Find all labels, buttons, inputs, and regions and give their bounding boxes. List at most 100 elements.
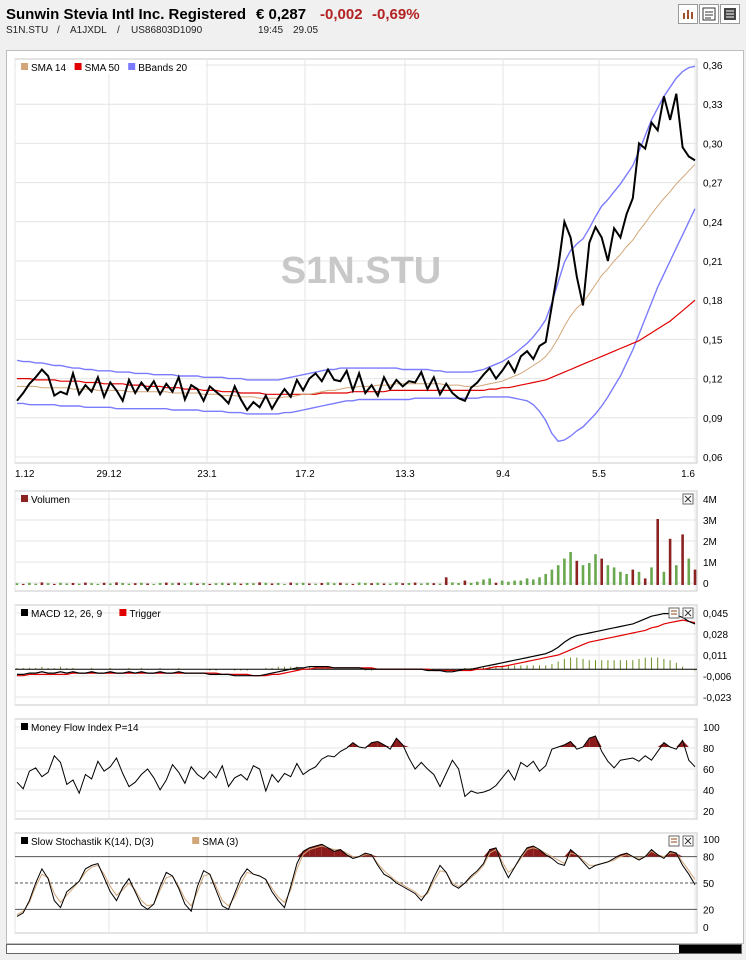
volume-bar [444, 577, 448, 585]
volume-bar [637, 571, 641, 585]
volume-bar [127, 583, 131, 585]
close-icon [684, 609, 692, 617]
stoch-k-line [16, 843, 696, 917]
volume-bar [351, 583, 355, 585]
settings-icon [668, 835, 680, 847]
volume-bar [420, 583, 423, 585]
y-tick-label: 0,045 [703, 609, 728, 620]
volume-bar [133, 583, 137, 585]
y-tick-label: 0,06 [703, 453, 723, 464]
volume-bar [581, 565, 585, 585]
overbought-fill [402, 744, 409, 747]
scrollbar-thumb[interactable] [679, 945, 741, 953]
volume-bar [668, 538, 672, 585]
time-scrollbar[interactable] [6, 944, 742, 954]
y-tick-label: 60 [703, 765, 715, 776]
news-icon[interactable] [699, 4, 719, 24]
y-tick-label: 20 [703, 807, 715, 818]
volume-bar [588, 563, 591, 585]
volume-bar [289, 582, 292, 585]
volume-bar [482, 579, 485, 585]
quote-date: 29.05 [293, 25, 319, 36]
macd-line [17, 613, 696, 677]
volume-bar [600, 558, 603, 585]
volume-bar [457, 583, 460, 585]
settings-icon [668, 607, 680, 619]
separator: / [57, 25, 60, 36]
x-tick-label: 1.12 [15, 469, 35, 480]
volume-bar [202, 583, 205, 585]
volume-bar [563, 558, 566, 585]
volume-bar [538, 577, 541, 585]
x-tick-label: 1.6 [681, 469, 695, 480]
volume-bar [115, 582, 118, 585]
volume-bar [550, 569, 554, 585]
y-tick-label: 1M [703, 558, 717, 569]
volume-bar [40, 582, 44, 585]
volume-bar [90, 583, 93, 585]
y-tick-label: 0,24 [703, 218, 723, 229]
y-tick-label: 100 [703, 723, 720, 734]
x-tick-label: 29.12 [96, 469, 121, 480]
volume-bar [357, 582, 361, 585]
volume-bar [494, 582, 498, 585]
volume-bar [432, 583, 436, 585]
legend-label: BBands 20 [138, 63, 187, 74]
legend-swatch [21, 495, 28, 502]
bar-chart-icon[interactable] [678, 4, 698, 24]
volume-bar [140, 582, 143, 585]
last-price: € 0,287 [256, 6, 307, 23]
volume-bar [656, 519, 659, 585]
panel-title: Volumen [31, 495, 70, 506]
legend-swatch [21, 609, 28, 616]
volume-bar [451, 582, 454, 585]
y-tick-label: 0,12 [703, 375, 723, 386]
volume-bar [28, 582, 31, 585]
close-icon [684, 495, 692, 503]
y-tick-label: 0 [703, 923, 709, 934]
legend-label: SMA 50 [85, 63, 120, 74]
legend-swatch [21, 723, 28, 730]
volume-bar [245, 583, 249, 585]
volume-bar [109, 583, 112, 585]
volume-bar [326, 582, 330, 585]
volume-bar [463, 580, 467, 585]
volume-bar [308, 583, 311, 585]
volume-bar [283, 583, 286, 585]
legend-swatch [74, 63, 82, 70]
y-tick-label: 4M [703, 495, 717, 506]
settings-icon[interactable] [720, 4, 740, 24]
overbought-fill [589, 736, 596, 747]
volume-bar [320, 583, 324, 585]
bbands-upper-line [16, 65, 696, 381]
y-tick-label: 0,028 [703, 630, 728, 641]
volume-bar [370, 583, 373, 585]
volume-bar [413, 582, 417, 585]
volume-bar [687, 558, 691, 585]
volume-bar [276, 583, 280, 585]
volume-bar [21, 583, 25, 585]
chart-area: 0,36 0,33 0,30 0,27 0,24 0,21 0,18 0,15 0,12 0,09… [6, 50, 744, 944]
volume-bar [388, 583, 392, 585]
price-change-percent: -0,69% [372, 6, 420, 23]
overbought-fill [483, 849, 490, 857]
volume-bar [519, 580, 523, 585]
y-tick-label: 80 [703, 853, 715, 864]
volume-bar [507, 581, 510, 585]
volume-bar [625, 574, 628, 585]
volume-bar [239, 583, 243, 585]
legend-swatch [192, 837, 200, 844]
volume-bar [612, 567, 616, 585]
volume-bar [84, 582, 87, 585]
mfi-line [16, 735, 696, 798]
y-tick-label: 50 [703, 879, 715, 890]
volume-bar [102, 582, 106, 585]
overbought-fill [657, 742, 664, 747]
y-tick-label: 0,09 [703, 414, 723, 425]
legend-label: Trigger [129, 609, 161, 620]
volume-bar [96, 583, 100, 585]
separator: / [117, 25, 120, 36]
wkn: A1JXDL [70, 25, 107, 36]
volume-bar [438, 583, 442, 585]
y-tick-label: 20 [703, 905, 715, 916]
